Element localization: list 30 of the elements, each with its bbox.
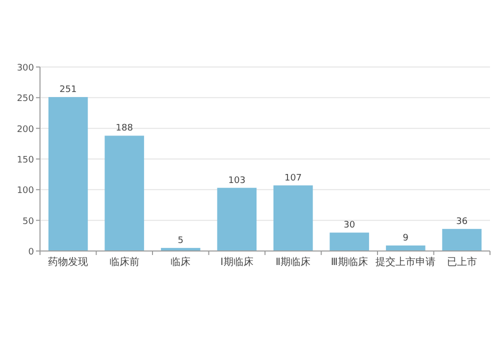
y-tick-label: 250 bbox=[16, 94, 34, 104]
bar bbox=[217, 188, 257, 251]
bar bbox=[273, 185, 313, 251]
x-tick-label: 已上市 bbox=[446, 256, 477, 268]
x-tick-label: Ⅱ期临床 bbox=[276, 256, 311, 268]
y-tick-label: 300 bbox=[16, 64, 34, 74]
data-label: 30 bbox=[344, 220, 356, 231]
bar bbox=[386, 245, 426, 251]
y-tick-label: 150 bbox=[16, 156, 34, 166]
bar bbox=[48, 97, 88, 251]
y-tick-label: 50 bbox=[22, 216, 34, 227]
y-tick-label: 100 bbox=[16, 186, 34, 196]
x-tick-label: 临床 bbox=[170, 256, 191, 268]
x-tick-label: 临床前 bbox=[109, 256, 140, 268]
x-tick-label: Ⅲ期临床 bbox=[330, 256, 368, 268]
bar bbox=[330, 232, 370, 251]
bar bbox=[104, 136, 144, 251]
data-label: 36 bbox=[456, 216, 468, 227]
data-label: 251 bbox=[60, 85, 77, 96]
data-label: 103 bbox=[228, 176, 246, 186]
y-tick-label: 0 bbox=[28, 248, 34, 258]
data-label: 107 bbox=[284, 173, 302, 184]
x-tick-label: Ⅰ期临床 bbox=[220, 256, 254, 268]
x-tick-label: 提交上市申请 bbox=[376, 256, 436, 268]
bar bbox=[442, 228, 482, 251]
y-tick-label: 200 bbox=[16, 124, 34, 135]
data-label: 188 bbox=[116, 124, 134, 134]
data-label: 9 bbox=[402, 233, 409, 244]
data-label: 5 bbox=[178, 236, 184, 246]
x-tick-label: 药物发现 bbox=[48, 256, 88, 268]
